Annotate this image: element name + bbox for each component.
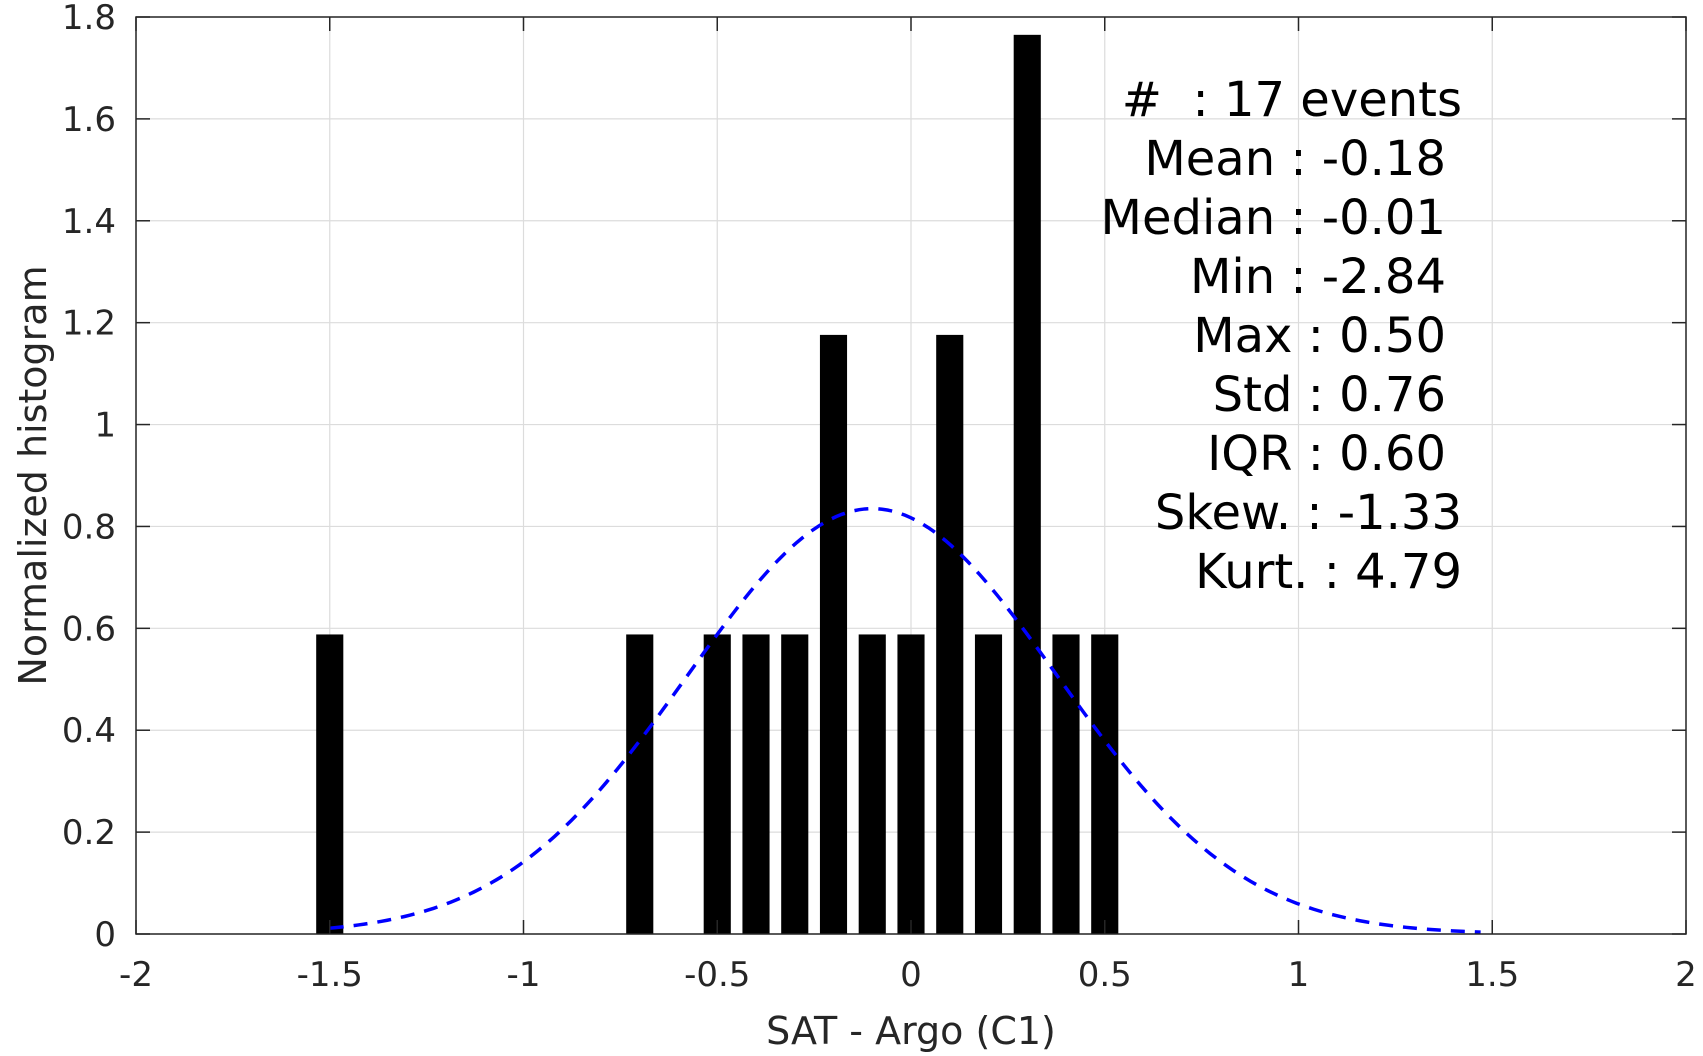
- stat-line: Max : 0.50: [1193, 308, 1446, 364]
- y-tick-label: 0.6: [62, 609, 116, 649]
- stat-line: Min : -2.84: [1190, 249, 1446, 305]
- y-tick-label: 1.2: [62, 304, 116, 344]
- gaussian-fit-curve: [329, 506, 1481, 934]
- histogram-bar: [1013, 34, 1041, 934]
- y-tick-label: 0: [94, 915, 116, 955]
- x-tick-label: 0.5: [1078, 955, 1132, 995]
- stat-line: # : 17 events: [1122, 72, 1462, 128]
- x-axis-label: SAT - Argo (C1): [766, 1009, 1056, 1053]
- stat-line: IQR : 0.60: [1207, 426, 1446, 482]
- histogram-bar: [1091, 634, 1119, 934]
- y-tick-label: 1: [94, 406, 116, 446]
- x-tick-label: 1.5: [1465, 955, 1519, 995]
- histogram-bars: [316, 34, 1119, 935]
- x-tick-label: -1.5: [297, 955, 363, 995]
- histogram-bar: [703, 634, 731, 934]
- histogram-bar: [858, 634, 886, 934]
- stat-line: Kurt. : 4.79: [1195, 544, 1462, 600]
- y-axis-label: Normalized histogram: [11, 265, 55, 685]
- y-tick-label: 1.6: [62, 100, 116, 140]
- x-tick-label: -1: [507, 955, 541, 995]
- y-tick-label: 0.8: [62, 507, 116, 547]
- x-tick-label: -0.5: [684, 955, 750, 995]
- y-axis-ticks: 0 0.2 0.4 0.6 0.8 1 1.2 1.4 1.6 1.8: [62, 0, 1686, 955]
- y-tick-label: 0.2: [62, 813, 116, 853]
- x-tick-label: -2: [119, 955, 153, 995]
- histogram-bar: [1052, 634, 1080, 934]
- stat-line: Std : 0.76: [1213, 367, 1446, 423]
- histogram-bar: [974, 634, 1003, 934]
- x-tick-label: 2: [1675, 955, 1697, 995]
- x-axis-ticks: -2 -1.5 -1 -0.5 0 0.5 1 1.5 2: [119, 17, 1697, 995]
- y-tick-label: 1.8: [62, 0, 116, 38]
- histogram-bar: [897, 634, 925, 934]
- stat-line: Median : -0.01: [1101, 190, 1446, 246]
- histogram-bar: [742, 634, 770, 934]
- stat-line: Skew. : -1.33: [1155, 485, 1462, 541]
- histogram-bar: [936, 334, 964, 935]
- histogram-bar: [781, 634, 809, 934]
- stat-line: Mean : -0.18: [1144, 131, 1446, 187]
- x-tick-label: 1: [1288, 955, 1310, 995]
- histogram-bar: [819, 334, 848, 935]
- y-tick-label: 0.4: [62, 711, 116, 751]
- histogram-bar: [626, 634, 654, 934]
- y-tick-label: 1.4: [62, 202, 116, 242]
- histogram-bar: [316, 634, 344, 934]
- x-tick-label: 0: [900, 955, 922, 995]
